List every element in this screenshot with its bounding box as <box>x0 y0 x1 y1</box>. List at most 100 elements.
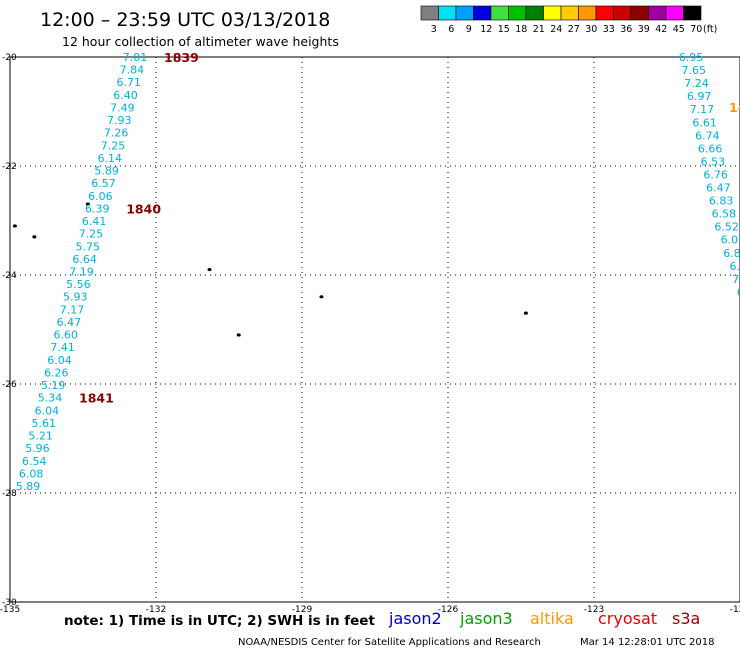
wave-height-label: 6.60 <box>54 329 79 342</box>
legend-label: 39 <box>638 24 650 35</box>
wave-height-label: 6.57 <box>91 177 116 190</box>
legend-label: 12 <box>480 24 492 35</box>
wave-height-label: 5.21 <box>28 430 53 443</box>
legend-label: 42 <box>655 24 667 35</box>
legend-swatch <box>649 6 667 20</box>
wave-height-label: 6.08 <box>19 467 44 480</box>
wave-height-label: 6. <box>730 260 740 273</box>
wave-height-label: 6.52 <box>714 221 739 234</box>
altimeter-track-1: 7.017.846.716.407.497.937.267.256.145.89… <box>16 50 199 493</box>
legend-swatch <box>561 6 579 20</box>
wave-height-label: 6.74 <box>695 129 720 142</box>
wave-height-label: 7.93 <box>107 114 132 127</box>
footer-credit: NOAA/NESDIS Center for Satellite Applica… <box>238 637 541 648</box>
legend-swatch <box>509 6 527 20</box>
wave-height-label: 6.58 <box>712 208 737 221</box>
wave-height-label: 5.19 <box>41 379 66 392</box>
footer-note: note: 1) Time is in UTC; 2) SWH is in fe… <box>64 613 375 629</box>
legend-label: 9 <box>466 24 472 35</box>
legend-swatch <box>596 6 614 20</box>
legend-swatch <box>614 6 632 20</box>
wave-height-label: 6.76 <box>703 168 728 181</box>
wave-height-label: 6.14 <box>98 152 123 165</box>
legend-swatch <box>474 6 492 20</box>
wave-height-label: 6.47 <box>57 316 82 329</box>
wave-height-label: 5.96 <box>25 442 50 455</box>
lat-tick-label: -20 <box>2 53 17 63</box>
island-a <box>13 224 17 227</box>
wave-height-label: 6.41 <box>82 215 107 228</box>
legend-label: 30 <box>585 24 597 35</box>
legend-swatch <box>439 6 457 20</box>
wave-height-label: 6.53 <box>701 155 726 168</box>
wave-height-label: 7. <box>732 273 740 286</box>
wave-height-label: 6.64 <box>72 253 97 266</box>
wave-height-label: 6.39 <box>85 202 110 215</box>
time-marker-label: 1841 <box>79 391 114 406</box>
wave-height-label: 5.93 <box>63 291 88 304</box>
satellite-label: cryosat <box>598 609 657 628</box>
footer-timestamp: Mar 14 12:28:01 UTC 2018 <box>580 637 715 648</box>
wave-height-label: 6.54 <box>22 455 47 468</box>
map-title: 12:00 – 23:59 UTC 03/13/2018 <box>40 9 330 31</box>
legend-swatch <box>684 6 702 20</box>
island-g <box>524 312 528 315</box>
wave-height-label: 5.75 <box>76 240 101 253</box>
wave-height-label: 7.41 <box>50 341 75 354</box>
island-f <box>237 333 241 336</box>
legend-label: 6 <box>448 24 454 35</box>
wave-height-label: 5.61 <box>31 417 56 430</box>
satellite-label: altika <box>530 609 574 628</box>
time-marker-label: 14 <box>729 100 740 115</box>
wave-height-label: 7.25 <box>79 228 104 241</box>
legend-label: 21 <box>533 24 545 35</box>
time-marker-label: 1840 <box>126 201 161 216</box>
plot-area: -135-132-129-126-123-120-20-22-24-26-28-… <box>0 50 740 615</box>
legend-swatch <box>526 6 544 20</box>
wave-height-label: 7.17 <box>60 303 85 316</box>
legend-swatch <box>421 6 439 20</box>
wave-height-label: 7.19 <box>69 266 94 279</box>
satellite-label: s3a <box>672 609 700 628</box>
lon-tick-label: -120 <box>730 605 740 615</box>
legend-swatch <box>579 6 597 20</box>
wave-height-label: 7.65 <box>681 64 706 77</box>
altimeter-track-2: 6.957.657.246.977.176.616.746.666.536.76… <box>679 51 740 312</box>
wave-height-label: 5.34 <box>38 392 63 405</box>
legend-label: 18 <box>515 24 527 35</box>
legend-swatch <box>631 6 649 20</box>
island-d <box>208 268 212 271</box>
lat-tick-label: -26 <box>2 380 17 390</box>
legend-swatch <box>666 6 684 20</box>
wave-height-label: 6.61 <box>692 116 717 129</box>
legend-unit: (ft) <box>703 24 717 35</box>
wave-height-label: 7.84 <box>120 64 145 77</box>
wave-height-label: 5.89 <box>16 480 41 493</box>
lat-tick-label: -30 <box>2 598 17 608</box>
wave-height-label: 5.56 <box>66 278 91 291</box>
map-subtitle: 12 hour collection of altimeter wave hei… <box>62 34 339 49</box>
wave-height-label: 6.26 <box>44 366 69 379</box>
wave-height-label: 6.95 <box>679 51 704 64</box>
legend-swatch <box>491 6 509 20</box>
wave-height-label: 6.04 <box>35 404 60 417</box>
satellite-label: jason3 <box>459 609 513 628</box>
wave-height-label: 6.97 <box>687 90 712 103</box>
wave-height-label: 6.66 <box>698 142 723 155</box>
wave-height-label: 7.25 <box>101 139 126 152</box>
satellite-legend: jason2 jason3 altika cryosat s3a <box>388 609 700 628</box>
legend-swatch <box>456 6 474 20</box>
legend-label: 3 <box>431 24 437 35</box>
wave-height-label: 7.17 <box>690 103 715 116</box>
legend-label: 36 <box>620 24 632 35</box>
lat-tick-label: -22 <box>2 162 17 172</box>
wave-height-label: 5.89 <box>94 165 119 178</box>
legend-label: 24 <box>550 24 562 35</box>
wave-height-label: 7.01 <box>123 51 148 64</box>
island-e <box>319 295 323 298</box>
legend-swatch <box>544 6 562 20</box>
satellite-label: jason2 <box>388 609 442 628</box>
